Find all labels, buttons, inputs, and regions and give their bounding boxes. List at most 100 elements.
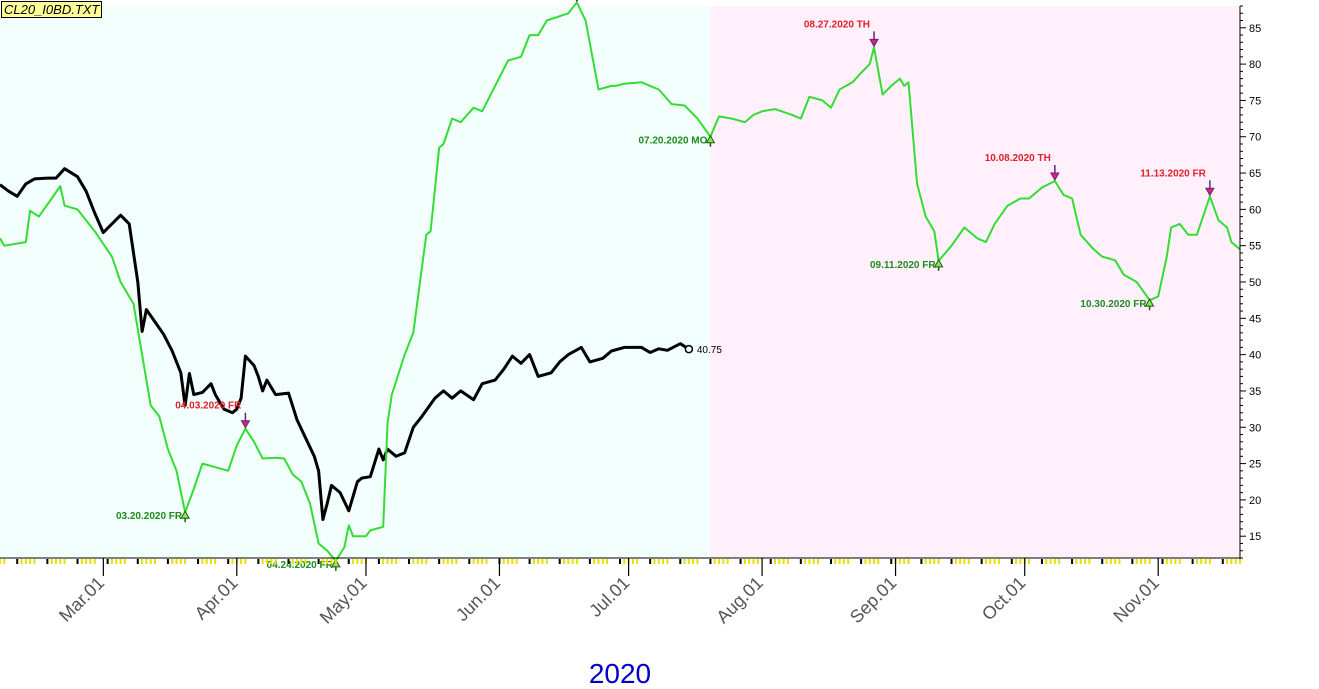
x-day-tick — [1239, 559, 1241, 564]
x-day-tick — [59, 559, 62, 564]
x-day-tick — [412, 559, 415, 564]
x-day-tick — [46, 559, 49, 564]
x-day-tick — [1118, 559, 1121, 564]
x-day-tick — [76, 559, 79, 564]
x-day-tick — [1200, 559, 1203, 564]
x-tick-label: Jun.01 — [452, 573, 504, 625]
series-line-1 — [0, 1, 1241, 562]
x-day-tick — [817, 559, 820, 564]
x-day-tick — [416, 559, 419, 564]
x-day-tick — [967, 559, 970, 564]
x-day-tick — [1084, 559, 1086, 564]
x-day-tick — [1109, 559, 1112, 564]
x-day-tick — [33, 559, 36, 564]
x-day-tick — [166, 559, 169, 564]
x-day-tick — [80, 559, 83, 564]
x-day-tick — [334, 559, 337, 564]
down-arrow-icon — [240, 420, 251, 429]
x-day-tick — [993, 559, 996, 564]
x-axis: Mar.01 Apr.01 May.01 Jun.01 Jul.01 Aug.01 Sep.… — [0, 557, 1241, 628]
x-day-tick — [545, 559, 548, 564]
x-day-tick — [847, 559, 850, 564]
x-day-tick — [709, 559, 712, 564]
x-day-tick — [649, 559, 652, 564]
x-day-tick — [438, 559, 441, 564]
y-tick-label: 20 — [1249, 495, 1261, 507]
x-day-tick — [171, 559, 174, 564]
x-day-tick — [205, 559, 208, 564]
x-day-tick — [1049, 559, 1052, 564]
x-day-tick — [1178, 559, 1181, 564]
x-day-tick — [1148, 559, 1151, 564]
x-day-tick — [984, 559, 987, 564]
x-day-tick — [481, 559, 484, 564]
y-tick-label: 50 — [1249, 277, 1261, 289]
annotation-low-8: 10.30.2020 FR — [1080, 298, 1155, 311]
annotation-high-1: 04.03.2020 FR — [175, 401, 251, 429]
x-day-tick — [541, 559, 544, 564]
x-day-tick — [1170, 559, 1173, 564]
x-day-tick — [244, 559, 247, 564]
x-day-tick — [1144, 559, 1147, 564]
x-day-tick — [636, 559, 639, 564]
x-day-tick — [468, 559, 471, 564]
x-day-tick — [907, 559, 910, 564]
x-day-tick — [829, 559, 832, 564]
x-day-tick — [93, 559, 96, 564]
x-day-tick — [485, 559, 488, 564]
x-day-tick — [1191, 559, 1194, 564]
x-day-tick — [623, 559, 626, 564]
x-day-tick — [1010, 559, 1013, 564]
annotation-high-9: 11.13.2020 FR — [1140, 168, 1215, 197]
x-day-tick — [903, 559, 906, 564]
x-day-tick — [261, 559, 264, 564]
y-tick-label: 45 — [1249, 313, 1261, 325]
x-day-tick — [989, 559, 992, 564]
x-day-tick — [739, 559, 742, 564]
x-day-tick — [16, 559, 19, 564]
x-day-tick — [154, 559, 156, 564]
x-day-tick — [1195, 559, 1198, 564]
last-value-marker: 40.75 — [684, 344, 722, 356]
y-tick-label: 80 — [1249, 59, 1261, 71]
y-tick-label: 75 — [1249, 95, 1261, 107]
x-day-tick — [575, 559, 578, 564]
x-day-tick — [209, 559, 212, 564]
x-tick-label: Jul.01 — [585, 573, 633, 621]
annotation-high-5: 08.27.2020 TH — [804, 19, 879, 48]
x-day-tick — [377, 559, 380, 564]
x-day-tick — [997, 559, 1000, 564]
x-day-tick — [864, 559, 867, 564]
x-day-tick — [558, 559, 561, 564]
x-day-tick — [386, 559, 389, 564]
x-day-tick — [980, 559, 983, 564]
x-day-tick — [718, 559, 721, 564]
x-day-tick — [274, 559, 277, 564]
x-day-tick — [1131, 559, 1134, 564]
x-day-tick — [1105, 559, 1108, 564]
file-name-label: CL20_I0BD.TXT — [1, 1, 103, 18]
x-day-tick — [326, 559, 329, 564]
x-day-tick — [933, 559, 936, 564]
x-day-tick — [442, 559, 445, 564]
x-day-tick — [184, 559, 187, 564]
annotation-high-3: 06.19.2020 FR — [575, 0, 579, 3]
x-day-tick — [774, 559, 776, 564]
x-day-tick — [356, 559, 359, 564]
x-day-tick — [743, 559, 746, 564]
x-day-tick — [270, 559, 273, 564]
x-day-tick — [197, 559, 200, 564]
x-day-tick — [390, 559, 393, 564]
x-day-tick — [593, 559, 596, 564]
annotation-label: 11.13.2020 FR — [1140, 168, 1206, 179]
annotation-label: 09.11.2020 FR — [870, 260, 936, 271]
x-day-tick — [507, 559, 510, 564]
y-tick-label: 65 — [1249, 168, 1261, 180]
x-day-tick — [1088, 559, 1091, 564]
x-day-tick — [537, 559, 540, 564]
y-tick-label: 85 — [1249, 23, 1261, 35]
x-day-tick — [317, 559, 320, 564]
x-day-tick — [1079, 559, 1082, 564]
x-day-tick — [963, 559, 966, 564]
x-day-tick — [24, 559, 27, 564]
